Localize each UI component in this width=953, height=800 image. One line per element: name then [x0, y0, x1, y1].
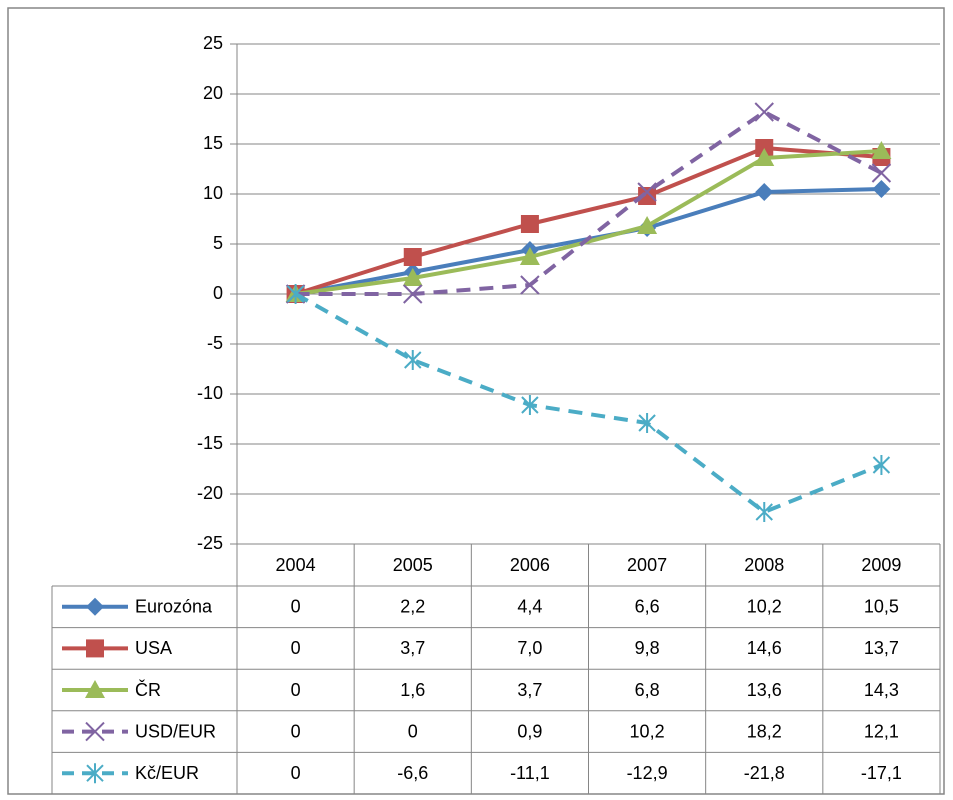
- value-label: 10,2: [747, 597, 782, 617]
- marker: [519, 247, 540, 265]
- marker: [85, 721, 105, 742]
- marker: [521, 395, 539, 415]
- value-label: 0: [291, 680, 301, 700]
- marker: [755, 502, 773, 522]
- marker: [403, 248, 422, 266]
- value-label: 13,7: [864, 638, 899, 658]
- marker: [638, 413, 656, 433]
- value-label: 14,6: [747, 638, 782, 658]
- marker: [404, 350, 422, 370]
- value-label: 3,7: [517, 680, 542, 700]
- value-label: 0: [408, 721, 418, 741]
- marker: [86, 639, 104, 658]
- value-label: -17,1: [861, 763, 902, 783]
- marker: [520, 275, 540, 295]
- marker: [871, 163, 892, 183]
- value-label: 1,6: [400, 680, 425, 700]
- legend-label: Eurozóna: [135, 597, 213, 617]
- y-tick-label: 25: [203, 33, 223, 53]
- legend-label: USD/EUR: [135, 721, 216, 741]
- value-label: 18,2: [747, 721, 782, 741]
- y-tick-label: -25: [197, 533, 223, 553]
- marker: [86, 597, 104, 616]
- marker: [754, 102, 774, 122]
- value-label: 14,3: [864, 680, 899, 700]
- marker: [871, 141, 892, 159]
- value-label: 12,1: [864, 721, 899, 741]
- marker: [872, 180, 891, 198]
- x-tick-label: 2008: [744, 555, 784, 575]
- line: [294, 146, 882, 296]
- marker: [872, 455, 891, 475]
- marker: [754, 148, 775, 166]
- value-label: 3,7: [400, 638, 425, 658]
- value-label: 0: [291, 638, 301, 658]
- y-tick-label: 5: [213, 233, 223, 253]
- line: [295, 149, 882, 296]
- y-tick-label: 10: [203, 183, 223, 203]
- value-label: 9,8: [635, 638, 660, 658]
- legend-label: ČR: [135, 679, 161, 700]
- marker: [755, 183, 774, 201]
- x-tick-label: 2009: [861, 555, 901, 575]
- legend-label: USA: [135, 638, 172, 658]
- value-label: 0: [291, 763, 301, 783]
- value-label: 0: [291, 721, 301, 741]
- y-tick-label: -10: [197, 383, 223, 403]
- value-label: 0: [291, 597, 301, 617]
- y-tick-label: -15: [197, 433, 223, 453]
- chart-border: [7, 7, 945, 795]
- value-label: 7,0: [517, 638, 542, 658]
- line: [295, 110, 883, 296]
- x-tick-label: 2007: [627, 555, 667, 575]
- x-tick-label: 2006: [510, 555, 550, 575]
- value-label: -6,6: [397, 763, 428, 783]
- y-tick-label: -5: [207, 333, 223, 353]
- value-label: -12,9: [627, 763, 668, 783]
- y-tick-label: -20: [197, 483, 223, 503]
- marker: [520, 215, 539, 233]
- value-label: 10,2: [630, 721, 665, 741]
- marker: [85, 680, 105, 698]
- value-label: 4,4: [517, 597, 542, 617]
- value-label: 6,8: [635, 680, 660, 700]
- marker: [637, 216, 658, 234]
- marker: [638, 187, 657, 205]
- marker: [86, 763, 104, 784]
- marker: [402, 268, 423, 286]
- value-label: 10,5: [864, 597, 899, 617]
- value-label: 13,6: [747, 680, 782, 700]
- value-label: -11,1: [510, 763, 550, 783]
- marker: [637, 182, 657, 202]
- x-tick-label: 2005: [393, 555, 433, 575]
- y-tick-label: 0: [213, 283, 223, 303]
- value-label: 6,6: [635, 597, 660, 617]
- x-tick-label: 2004: [276, 555, 316, 575]
- y-tick-label: 15: [203, 133, 223, 153]
- value-label: 0,9: [517, 721, 542, 741]
- y-tick-label: 20: [203, 83, 223, 103]
- legend-label: Kč/EUR: [135, 763, 199, 783]
- marker: [403, 284, 423, 304]
- marker: [286, 284, 305, 304]
- value-label: 2,2: [400, 597, 425, 617]
- value-label: -21,8: [744, 763, 785, 783]
